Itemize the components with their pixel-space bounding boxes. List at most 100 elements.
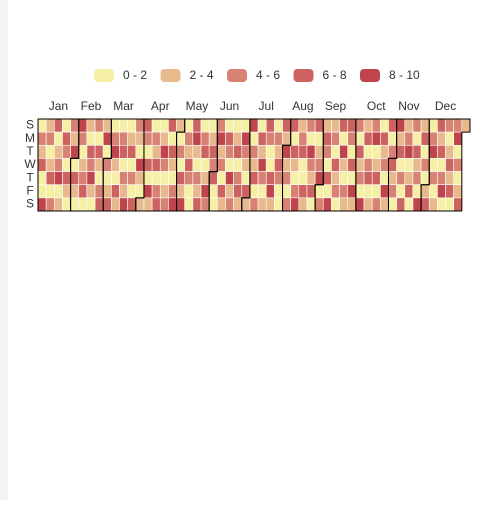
day-cell — [274, 184, 283, 199]
day-cell — [412, 158, 422, 172]
day-cell — [355, 184, 365, 199]
day-cell — [404, 131, 414, 146]
day-cell — [135, 171, 145, 186]
day-cell — [388, 144, 397, 159]
day-cell — [54, 184, 63, 199]
day-cell — [265, 144, 275, 159]
day-cell — [396, 118, 406, 133]
day-cell — [445, 144, 454, 159]
day-cell — [78, 184, 88, 199]
day-cell — [143, 158, 153, 172]
day-cell — [437, 184, 446, 199]
day-cell — [135, 144, 145, 159]
day-cell — [314, 118, 324, 133]
day-cell — [282, 184, 291, 199]
day-cell — [445, 197, 454, 212]
day-cell — [233, 158, 243, 172]
day-cell — [257, 197, 267, 212]
day-cell — [102, 158, 112, 172]
day-cell — [217, 171, 226, 186]
day-cell — [396, 171, 406, 186]
day-cell — [412, 131, 422, 146]
day-cell — [62, 197, 71, 212]
day-cell — [257, 144, 267, 159]
day-cell — [176, 184, 186, 199]
day-cell — [396, 144, 406, 159]
day-cell — [428, 197, 438, 212]
day-cell — [102, 131, 112, 146]
day-cell — [306, 171, 316, 186]
day-cell — [233, 144, 243, 159]
day-cell — [420, 118, 430, 133]
day-cell — [86, 144, 96, 159]
day-cell — [208, 158, 218, 172]
day-cell — [62, 184, 71, 199]
day-cell — [371, 184, 381, 199]
day-cell — [37, 171, 47, 186]
day-cell — [217, 184, 226, 199]
day-cell — [306, 158, 316, 172]
day-cell — [363, 184, 373, 199]
day-cell — [265, 171, 275, 186]
day-cell — [62, 144, 71, 159]
day-cell — [371, 118, 381, 133]
day-cell — [298, 158, 308, 172]
day-cell — [176, 197, 186, 212]
day-cell — [380, 171, 389, 186]
day-cell — [322, 171, 332, 186]
day-cell — [282, 171, 291, 186]
day-cell — [331, 144, 340, 159]
day-cell — [420, 184, 430, 199]
day-cell — [70, 131, 80, 146]
day-cell — [371, 197, 381, 212]
day-cell — [347, 158, 357, 172]
day-cell — [461, 118, 471, 133]
day-cell — [339, 118, 349, 133]
day-cell — [241, 171, 251, 186]
day-cell — [54, 197, 63, 212]
day-cell — [274, 197, 283, 212]
day-cell — [168, 171, 177, 186]
day-cell — [396, 184, 406, 199]
day-cell — [282, 131, 291, 146]
day-cell — [331, 171, 340, 186]
day-cell — [306, 131, 316, 146]
day-cell — [314, 144, 324, 159]
day-cell — [176, 118, 186, 133]
day-cell — [119, 171, 128, 186]
day-cell — [371, 131, 381, 146]
day-cell — [241, 131, 251, 146]
day-cell — [249, 171, 259, 186]
day-cell — [176, 158, 186, 172]
day-cell — [143, 171, 153, 186]
day-cell — [200, 144, 210, 159]
day-label: T — [26, 144, 34, 158]
day-cell — [388, 184, 397, 199]
day-cell — [70, 197, 80, 212]
day-cell — [225, 118, 234, 133]
day-cell — [347, 118, 357, 133]
day-cell — [420, 158, 430, 172]
day-cell — [127, 197, 137, 212]
day-cell — [453, 131, 463, 146]
day-cell — [274, 144, 283, 159]
month-label: May — [186, 99, 209, 113]
day-cell — [241, 184, 251, 199]
day-cell — [127, 118, 137, 133]
day-cell — [249, 144, 259, 159]
month-label: Dec — [435, 99, 456, 113]
day-cell — [111, 158, 120, 172]
day-cell — [159, 158, 169, 172]
day-cell — [404, 171, 414, 186]
day-cell — [241, 197, 251, 212]
day-label: F — [26, 183, 33, 197]
day-cell — [322, 131, 332, 146]
day-cell — [249, 118, 259, 133]
day-cell — [363, 171, 373, 186]
day-cell — [282, 118, 291, 133]
day-cell — [339, 197, 349, 212]
day-cell — [388, 158, 397, 172]
day-cell — [168, 118, 177, 133]
day-cell — [249, 158, 259, 172]
